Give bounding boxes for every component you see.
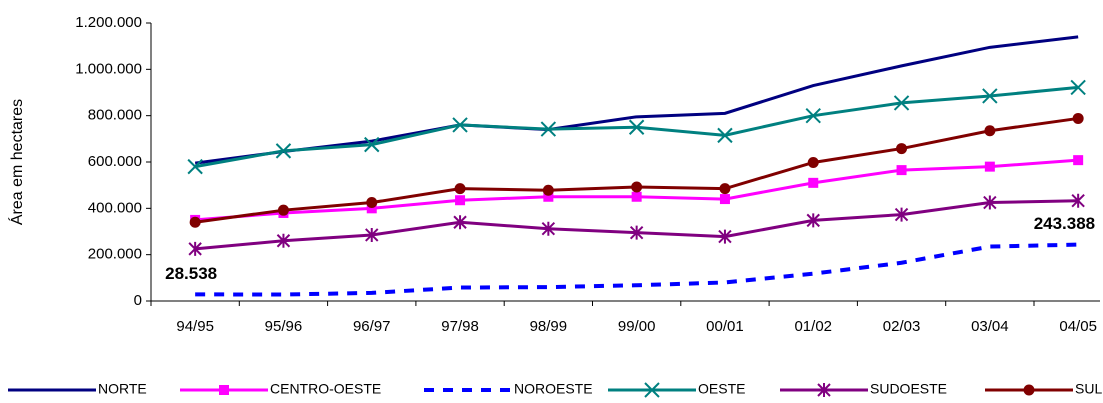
series-line <box>194 35 1079 165</box>
y-tick-label: 800.000 <box>88 107 142 124</box>
marker <box>982 88 998 104</box>
legend-label: CENTRO-OESTE <box>270 381 381 397</box>
marker <box>541 221 556 236</box>
legend-label: SUL <box>1075 381 1102 397</box>
legend-item: NOROESTE <box>424 381 593 397</box>
marker <box>896 165 907 176</box>
marker <box>718 229 732 244</box>
marker <box>540 121 557 137</box>
x-tick-label: 00/01 <box>706 318 744 335</box>
marker <box>896 143 908 155</box>
legend-label: NOROESTE <box>514 381 593 397</box>
marker <box>275 143 292 159</box>
y-tick-label: 400.000 <box>88 199 142 216</box>
marker <box>1072 112 1084 124</box>
marker <box>454 183 466 195</box>
marker <box>805 107 821 124</box>
marker <box>719 183 731 195</box>
marker <box>452 117 468 133</box>
marker <box>543 191 554 202</box>
marker <box>364 136 380 153</box>
marker <box>1070 79 1086 96</box>
marker <box>644 382 660 398</box>
marker <box>542 184 554 196</box>
x-tick-label: 96/97 <box>353 318 391 335</box>
x-tick-label: 97/98 <box>441 318 479 335</box>
marker <box>984 161 995 172</box>
marker <box>807 156 819 168</box>
marker <box>894 207 909 222</box>
marker <box>806 213 820 228</box>
y-tick-label: 0 <box>134 292 142 309</box>
series-line <box>195 199 1079 251</box>
marker <box>219 385 229 395</box>
marker <box>983 195 997 210</box>
marker <box>188 241 202 256</box>
marker <box>808 177 819 188</box>
marker <box>631 191 642 202</box>
data-label: 28.538 <box>165 264 217 283</box>
y-tick-label: 1.200.000 <box>75 14 142 31</box>
marker <box>187 158 203 175</box>
marker <box>719 194 730 205</box>
x-tick-label: 04/05 <box>1059 318 1097 335</box>
marker <box>629 225 644 240</box>
marker <box>277 204 289 216</box>
x-tick-label: 95/96 <box>265 318 303 335</box>
legend-item: NORTE <box>8 381 147 397</box>
legend-label: OESTE <box>698 381 745 397</box>
series-line <box>194 116 1079 224</box>
legend-item: OESTE <box>608 381 745 398</box>
marker <box>189 216 201 228</box>
marker <box>1023 384 1035 396</box>
marker <box>1073 155 1084 166</box>
data-label: 243.388 <box>1034 214 1095 233</box>
marker <box>717 127 733 144</box>
legend-item: SUL <box>985 381 1102 397</box>
x-tick-label: 02/03 <box>883 318 921 335</box>
y-axis-label: Área em hectares <box>7 99 26 225</box>
legend-item: SUDOESTE <box>780 381 947 397</box>
marker <box>453 215 467 230</box>
y-tick-label: 1.000.000 <box>75 60 142 77</box>
marker <box>1071 193 1085 208</box>
x-tick-label: 99/00 <box>618 318 656 335</box>
legend-label: SUDOESTE <box>870 381 947 397</box>
legend-item: CENTRO-OESTE <box>180 381 381 397</box>
y-tick-label: 600.000 <box>88 153 142 170</box>
x-tick-label: 03/04 <box>971 318 1009 335</box>
x-tick-label: 94/95 <box>176 318 214 335</box>
marker <box>631 181 643 193</box>
series-line <box>195 242 1079 297</box>
x-tick-label: 01/02 <box>794 318 832 335</box>
marker <box>366 203 377 214</box>
marker <box>455 195 466 206</box>
marker <box>365 227 379 242</box>
x-tick-label: 98/99 <box>530 318 568 335</box>
legend-label: NORTE <box>98 381 147 397</box>
marker <box>276 233 291 248</box>
marker <box>984 125 996 137</box>
y-tick-label: 200.000 <box>88 246 142 263</box>
marker <box>366 197 378 209</box>
marker <box>628 119 645 135</box>
marker <box>893 95 910 111</box>
marker <box>817 383 831 397</box>
